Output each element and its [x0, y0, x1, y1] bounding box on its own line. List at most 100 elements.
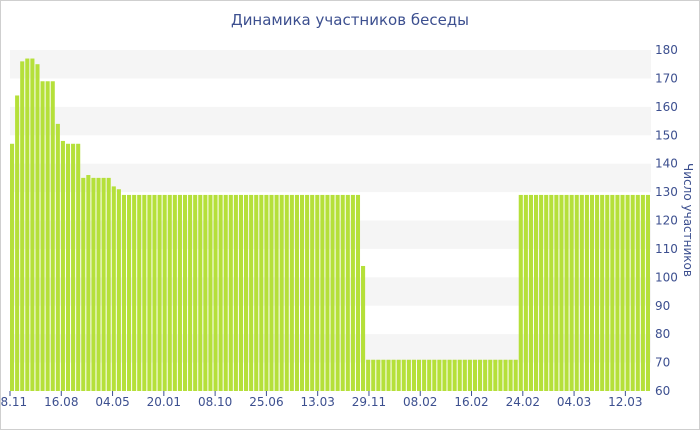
y-tick-label: 100 [655, 270, 678, 284]
bar [167, 194, 172, 391]
bar [544, 194, 549, 391]
bar [452, 359, 457, 391]
bar [213, 194, 218, 391]
y-tick-label: 110 [655, 242, 678, 256]
grid-band [10, 50, 651, 79]
y-axis-ticks: 60 70 80 90 100 110 120 130 140 150 160 170 180 [655, 43, 678, 398]
x-tick-label: 29.11 [352, 395, 386, 409]
bar [330, 194, 335, 391]
y-tick-label: 140 [655, 157, 678, 171]
bar [244, 194, 249, 391]
bar [182, 194, 188, 391]
bar [386, 359, 391, 391]
bar [162, 194, 167, 391]
bar [259, 194, 264, 391]
bar [427, 359, 432, 391]
bar [600, 194, 605, 391]
bar [137, 194, 142, 391]
bar [289, 194, 294, 391]
x-tick-label: 12.03 [608, 395, 642, 409]
y-tick-label: 150 [655, 128, 678, 142]
grid-band [10, 106, 651, 136]
bar [437, 359, 442, 391]
x-tick-label: 16.02 [454, 395, 488, 409]
bar [478, 359, 483, 391]
bar [25, 58, 30, 391]
bar [625, 194, 630, 391]
bar [422, 359, 427, 391]
bar [498, 359, 503, 391]
bar [401, 359, 406, 391]
bar [472, 359, 478, 391]
bar [483, 359, 488, 391]
bar [152, 194, 157, 391]
chart-title: Динамика участников беседы [230, 11, 470, 29]
bar [294, 194, 299, 391]
bar [35, 64, 40, 392]
bar [132, 194, 137, 391]
bar [503, 359, 508, 391]
bar [432, 359, 437, 391]
bar [269, 194, 274, 391]
x-tick-label: 13.03 [301, 395, 335, 409]
bar [589, 194, 595, 391]
x-tick-label: 16.08 [44, 395, 78, 409]
bar [188, 194, 193, 391]
bar [249, 194, 254, 391]
bar [264, 194, 269, 391]
bar [71, 143, 76, 391]
x-tick-label: 04.05 [95, 395, 129, 409]
bar [635, 194, 640, 391]
bar [579, 194, 584, 391]
bar [376, 359, 381, 391]
bar [533, 194, 539, 391]
bar [361, 265, 366, 391]
bar [142, 194, 147, 391]
bar [223, 194, 228, 391]
bar [640, 194, 645, 391]
bar [20, 61, 25, 392]
bar [320, 194, 325, 391]
bar [127, 194, 132, 391]
bar [462, 359, 467, 391]
bar [299, 194, 305, 391]
bar [116, 189, 121, 391]
bar [411, 359, 416, 391]
bar [416, 359, 422, 391]
x-tick-label: 04.03 [557, 395, 591, 409]
bar [310, 194, 315, 391]
bar [554, 194, 559, 391]
bar [335, 194, 340, 391]
bar [228, 194, 233, 391]
bar [10, 143, 15, 391]
bar [391, 359, 396, 391]
bar [508, 359, 513, 391]
bar [315, 194, 320, 391]
bar [493, 359, 498, 391]
bar [91, 177, 96, 392]
x-tick-label: 25.06 [249, 395, 283, 409]
bar [76, 143, 81, 391]
bar [488, 359, 493, 391]
y-tick-label: 160 [655, 100, 678, 114]
bar [559, 194, 564, 391]
bar [518, 194, 523, 391]
bar [406, 359, 411, 391]
bar [177, 194, 182, 391]
bar [279, 194, 284, 391]
bar [630, 194, 635, 391]
bar [340, 194, 345, 391]
bar [539, 194, 544, 391]
y-tick-label: 170 [655, 71, 678, 85]
bar [198, 194, 203, 391]
bar [345, 194, 350, 391]
bar [564, 194, 569, 391]
bar [172, 194, 177, 391]
x-tick-label: 24.02 [506, 395, 540, 409]
bar [574, 194, 579, 391]
bar [111, 186, 116, 391]
bar [55, 123, 60, 391]
bar [528, 194, 533, 391]
y-tick-label: 90 [655, 299, 670, 313]
bar [157, 194, 162, 391]
